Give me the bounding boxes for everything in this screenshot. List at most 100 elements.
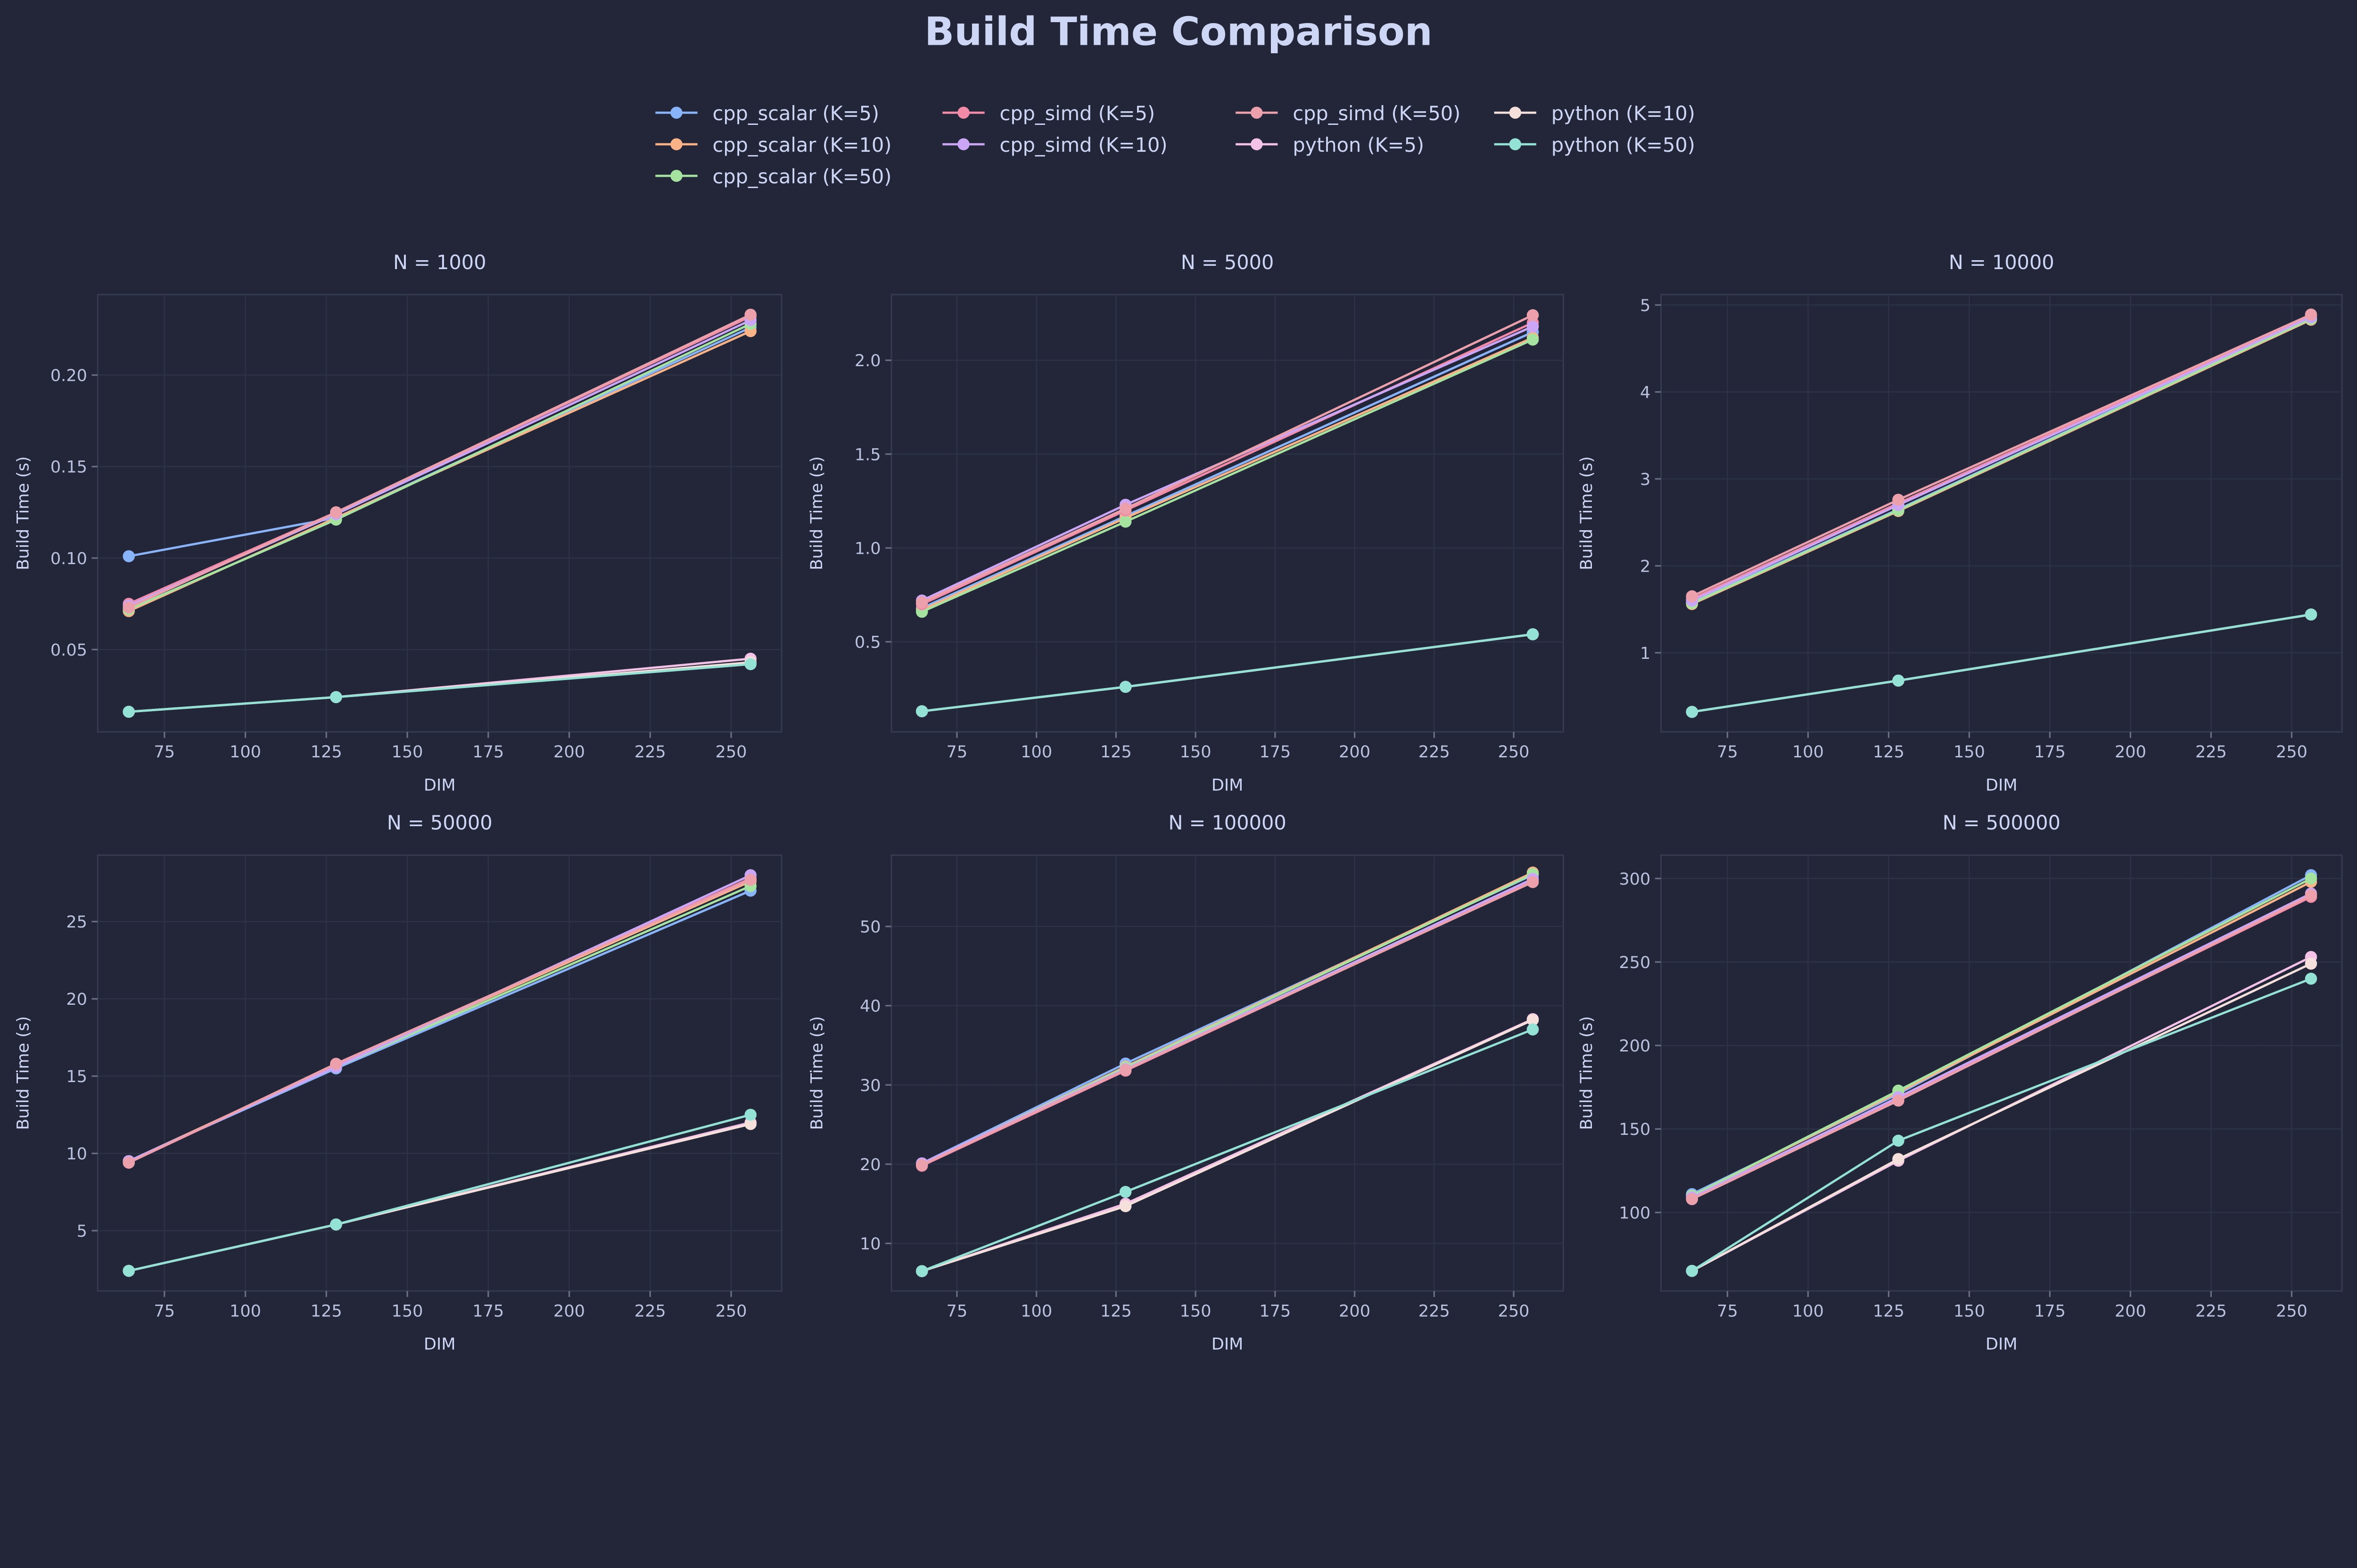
legend-label: python (K=5) [1293, 134, 1424, 156]
plot-area [890, 854, 1564, 1292]
data-point [123, 550, 135, 562]
series-python-k-50 [1686, 972, 2317, 1277]
x-tick-label: 250 [2276, 1301, 2308, 1321]
data-point [744, 874, 757, 886]
data-point [2305, 957, 2317, 970]
data-point [2305, 608, 2317, 621]
y-tick-label: 3 [1640, 470, 1650, 489]
legend-label: python (K=50) [1551, 134, 1695, 156]
data-point [1686, 590, 1698, 602]
x-tick-label: 225 [2195, 742, 2227, 762]
y-tick-label: 150 [1619, 1120, 1650, 1139]
y-tick-label: 1 [1640, 644, 1650, 663]
data-point [330, 691, 342, 703]
legend-entry: cpp_simd (K=50) [1236, 102, 1460, 125]
subplot: 75 100 125 150 175 200 225 250 0.05 0.10 0.15 0.20 N… [14, 251, 783, 795]
x-tick-label: 250 [1498, 742, 1530, 762]
data-point [1119, 1064, 1132, 1076]
legend-label: python (K=10) [1551, 102, 1695, 125]
y-tick-label: 1.0 [855, 539, 881, 558]
series-python-k-50 [915, 628, 1539, 717]
x-tick-label: 250 [716, 1301, 747, 1321]
x-tick-label: 125 [1100, 1301, 1132, 1321]
y-tick-label: 20 [860, 1155, 881, 1174]
series-python-k-50 [1686, 608, 2317, 718]
figure: Build Time Comparison cpp_scalar (K=5)cp… [13, 8, 2343, 1354]
y-tick-label: 10 [860, 1234, 881, 1254]
data-point [1892, 1153, 1904, 1166]
series-cpp-simd-k-50 [915, 876, 1539, 1171]
legend-label: cpp_scalar (K=50) [712, 165, 891, 188]
subplot-title: N = 100000 [1169, 812, 1286, 834]
y-tick-label: 25 [66, 912, 87, 932]
data-point [1686, 706, 1698, 718]
y-tick-label: 0.5 [855, 633, 881, 652]
data-point [915, 1159, 928, 1171]
x-axis-label: DIM [424, 1335, 456, 1354]
y-axis-label: Build Time (s) [807, 1016, 826, 1130]
data-point [744, 658, 757, 671]
data-point [2305, 889, 2317, 902]
legend-label: cpp_simd (K=50) [1293, 102, 1460, 125]
subplot: 75 100 125 150 175 200 225 250 100 150 200 250 300 N … [1577, 812, 2343, 1354]
legend-label: cpp_simd (K=10) [1000, 134, 1168, 156]
y-tick-label: 4 [1640, 383, 1650, 402]
subplot: 75 100 125 150 175 200 225 250 5 10 15 20 25 N = 5000… [14, 812, 783, 1354]
subplot-title: N = 1000 [393, 251, 486, 274]
x-tick-label: 200 [1339, 1301, 1370, 1321]
series-cpp-simd-k-50 [123, 874, 757, 1169]
legend-marker-swatch [670, 138, 683, 150]
data-point [1686, 1193, 1698, 1206]
data-point [1526, 1014, 1539, 1026]
data-point [1119, 681, 1132, 693]
x-tick-label: 200 [553, 742, 585, 762]
data-point [123, 706, 135, 718]
y-tick-label: 300 [1619, 870, 1650, 889]
data-point [1892, 1134, 1904, 1147]
y-axis-label: Build Time (s) [807, 456, 826, 570]
x-axis-label: DIM [1986, 775, 2018, 795]
subplot-title: N = 50000 [387, 812, 493, 834]
legend-entry: cpp_scalar (K=5) [655, 102, 879, 125]
data-point [1686, 1264, 1698, 1277]
data-point [2305, 972, 2317, 985]
data-point [1526, 628, 1539, 640]
legend-marker-swatch [670, 170, 683, 182]
x-tick-label: 200 [553, 1301, 585, 1321]
y-tick-label: 50 [860, 917, 881, 936]
data-point [744, 1118, 757, 1130]
subplot-title: N = 10000 [1949, 251, 2054, 274]
x-tick-label: 225 [1418, 742, 1450, 762]
legend-entry: cpp_scalar (K=10) [655, 134, 891, 156]
x-tick-label: 150 [1180, 742, 1211, 762]
x-tick-label: 125 [1100, 742, 1132, 762]
y-tick-label: 0.20 [50, 366, 87, 386]
data-point [330, 1218, 342, 1231]
y-axis-label: Build Time (s) [1577, 456, 1596, 570]
x-tick-label: 250 [716, 742, 747, 762]
legend-entry: python (K=10) [1494, 102, 1695, 125]
data-point [1526, 333, 1539, 346]
data-point [915, 705, 928, 717]
x-tick-label: 100 [1792, 1301, 1824, 1321]
x-tick-label: 100 [1021, 1301, 1052, 1321]
x-tick-label: 225 [635, 1301, 666, 1321]
x-tick-label: 125 [311, 742, 342, 762]
series-cpp-simd-k-50 [1686, 889, 2317, 1206]
x-tick-label: 150 [1953, 742, 1985, 762]
series-cpp-simd-k-50 [1686, 308, 2317, 602]
series-python-k-50 [915, 1023, 1539, 1277]
data-point [1526, 320, 1539, 333]
legend-entry: cpp_simd (K=10) [942, 134, 1168, 156]
x-tick-label: 200 [1339, 742, 1370, 762]
data-point [1526, 309, 1539, 321]
x-tick-label: 125 [1873, 1301, 1904, 1321]
x-tick-label: 75 [1717, 742, 1738, 762]
data-point [1119, 1186, 1132, 1198]
y-tick-label: 100 [1619, 1203, 1650, 1223]
legend-label: cpp_scalar (K=10) [712, 134, 891, 156]
data-point [123, 1157, 135, 1169]
y-axis-label: Build Time (s) [14, 1016, 33, 1130]
y-tick-label: 2.0 [855, 351, 881, 370]
x-tick-label: 175 [2034, 742, 2066, 762]
